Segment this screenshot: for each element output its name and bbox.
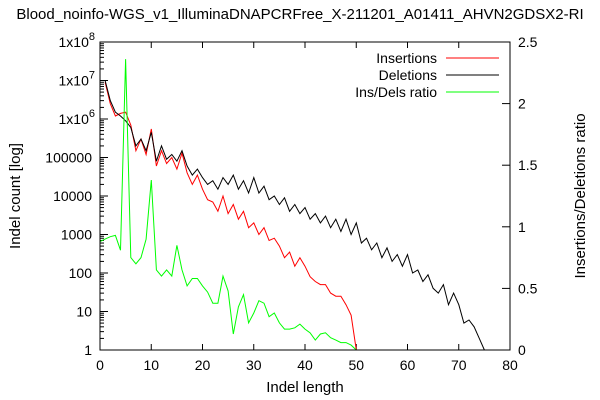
- y-tick-label: 100000: [45, 150, 92, 166]
- y-tick-label: 1x107: [59, 70, 95, 89]
- y2-tick-label: 2: [518, 96, 526, 112]
- series-layer: [99, 59, 485, 351]
- y-tick-label: 10: [76, 304, 92, 320]
- y-tick-label: 1000: [61, 227, 92, 243]
- y-tick-label: 10000: [53, 188, 92, 204]
- y2-tick-label: 2.5: [518, 34, 538, 50]
- legend-label-deletions: Deletions: [379, 67, 437, 83]
- plot-frame: [99, 41, 511, 351]
- x-tick-label: 40: [297, 357, 313, 373]
- legend-label-insertions: Insertions: [376, 50, 437, 66]
- x-tick-label: 70: [451, 357, 467, 373]
- y2-tick-label: 0.5: [518, 280, 538, 296]
- x-tick-label: 0: [96, 357, 104, 373]
- x-tick-label: 10: [143, 357, 159, 373]
- x-tick-label: 60: [400, 357, 416, 373]
- y2-tick-label: 1.5: [518, 157, 538, 173]
- insertions-series-line: [104, 82, 357, 351]
- axes-layer: 0 10 20 30 40 50 60 70 801101001000100001000001x…: [45, 31, 537, 373]
- y2-tick-label: 0: [518, 342, 526, 358]
- y-tick-label: 1x108: [59, 31, 95, 50]
- legend-label-ins-dels-ratio: Ins/Dels ratio: [355, 84, 437, 100]
- x-tick-label: 30: [246, 357, 262, 373]
- y-axis-label: Indel count [log]: [7, 143, 24, 249]
- y2-axis-label: Insertions/Deletions ratio: [572, 113, 589, 278]
- y-tick-label: 1: [84, 342, 92, 358]
- x-tick-label: 20: [195, 357, 211, 373]
- y-tick-label: 100: [69, 265, 93, 281]
- deletions-series-line: [104, 80, 485, 351]
- x-tick-label: 50: [348, 357, 364, 373]
- x-tick-label: 80: [502, 357, 518, 373]
- y2-tick-label: 1: [518, 219, 526, 235]
- y-tick-label: 1x106: [59, 108, 95, 127]
- ins-dels-ratio-series-line: [99, 59, 357, 351]
- chart-title: Blood_noinfo-WGS_v1_IlluminaDNAPCRFree_X…: [16, 6, 583, 23]
- x-axis-label: Indel length: [266, 379, 344, 396]
